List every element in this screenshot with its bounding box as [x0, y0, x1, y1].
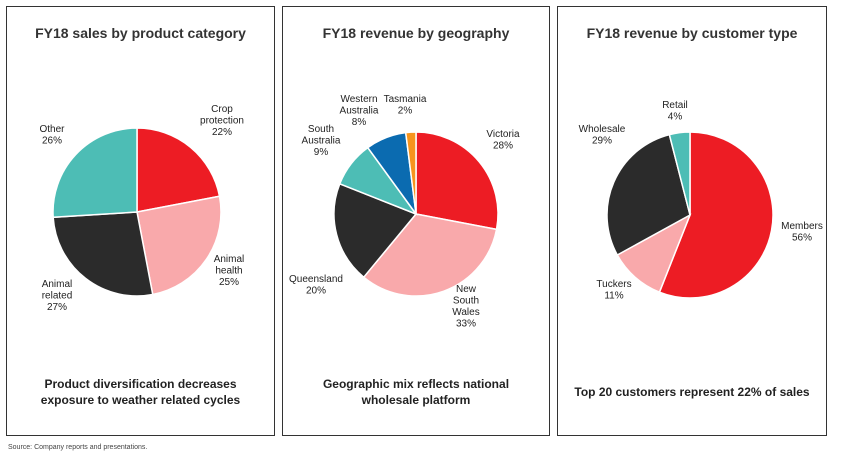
pie-slice	[668, 131, 691, 216]
chart-panel-customer-type: FY18 revenue by customer type Members 56%…	[557, 6, 827, 436]
slice-label: Wholesale 29%	[579, 124, 626, 147]
chart-caption: Top 20 customers represent 22% of sales	[564, 384, 820, 400]
slice-label: Crop protection 22%	[200, 104, 244, 138]
pie-slice	[404, 131, 417, 215]
pie-slice	[136, 195, 222, 296]
pie-chart-geography: Victoria 28% New South Wales 33% Queensland 20%…	[289, 94, 520, 330]
pie-slice	[606, 133, 691, 257]
caption-line: exposure to weather related cycles	[40, 393, 241, 407]
chart-caption: Product diversification decreases exposu…	[13, 376, 268, 408]
slice-label: Animal related 27%	[42, 279, 73, 313]
pie-chart-product-category: Crop protection 22% Animal health 25% Animal re…	[39, 104, 245, 313]
chart-caption: Geographic mix reflects national wholesa…	[289, 376, 543, 408]
chart-title: FY18 revenue by customer type	[586, 25, 798, 41]
pie-slice	[52, 127, 138, 219]
pie-slice	[333, 182, 418, 279]
pie-slice	[136, 127, 221, 213]
caption-line: Geographic mix reflects national	[322, 377, 510, 391]
chart-title: FY18 revenue by geography	[322, 25, 510, 41]
chart-title: FY18 sales by product category	[35, 25, 246, 41]
caption-line: wholesale platform	[361, 393, 471, 407]
slice-label: Queensland 20%	[289, 274, 343, 297]
pie-slice	[52, 211, 154, 297]
caption-line: Top 20 customers represent 22% of sales	[574, 385, 810, 399]
slice-label: South Australia 9%	[302, 124, 341, 158]
chart-panel-geography: FY18 revenue by geography Victoria 28% New…	[282, 6, 550, 436]
slice-label: Tuckers 11%	[596, 279, 631, 302]
pie-slice	[658, 131, 774, 299]
source-note: Source: Company reports and presentation…	[8, 444, 148, 451]
slice-label: New South Wales 33%	[452, 284, 479, 330]
slice-label: Retail 4%	[662, 100, 688, 123]
slice-label: Tasmania 2%	[384, 94, 427, 117]
pie-slice	[362, 213, 498, 297]
slice-label: Other 26%	[39, 124, 65, 147]
slice-label: Animal health 25%	[214, 254, 245, 288]
pie-chart-customer-type: Members 56% Tuckers 11% Wholesale 29% Retail 4%	[579, 100, 823, 302]
pie-slice	[415, 131, 499, 231]
slice-label: Victoria 28%	[486, 129, 520, 152]
slice-label: Western Australia 8%	[340, 94, 379, 128]
slice-label: Members 56%	[781, 221, 823, 244]
caption-line: Product diversification decreases	[44, 377, 237, 391]
chart-panel-product-category: FY18 sales by product category Crop prote…	[6, 6, 275, 436]
